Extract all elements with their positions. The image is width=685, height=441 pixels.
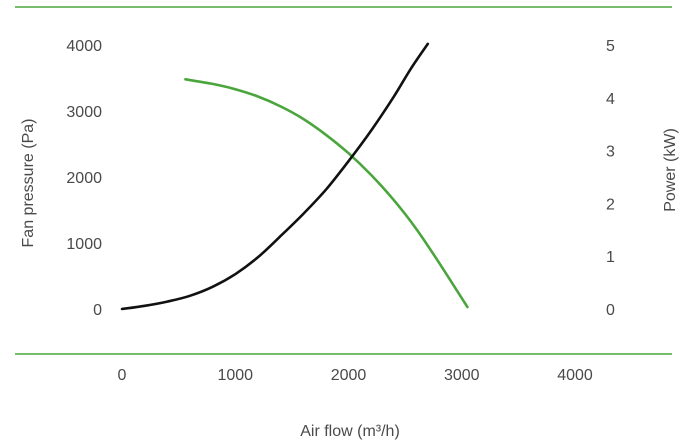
x-tick-label: 4000 — [557, 367, 593, 384]
y-left-tick-label: 3000 — [66, 104, 102, 121]
y-left-tick-label: 4000 — [66, 38, 102, 55]
series-group — [120, 42, 469, 311]
x-axis-ticks: 0 1000 2000 3000 4000 — [118, 367, 593, 384]
y-right-tick-label: 4 — [606, 91, 615, 108]
y-left-tick-label: 2000 — [66, 170, 102, 187]
x-tick-label: 2000 — [331, 367, 367, 384]
y-left-tick-label: 0 — [93, 302, 102, 319]
y-right-axis-ticks: 0 1 2 3 4 5 — [606, 38, 615, 319]
y-right-tick-label: 0 — [606, 302, 615, 319]
y-left-tick-label: 1000 — [66, 236, 102, 253]
y-right-tick-label: 5 — [606, 38, 615, 55]
y-right-tick-label: 1 — [606, 249, 615, 266]
y-left-axis-ticks: 0 1000 2000 3000 4000 — [66, 38, 102, 319]
pressure-curve-line — [184, 78, 469, 309]
x-axis-label: Air flow (m³/h) — [300, 423, 400, 440]
y-right-axis-label: Power (kW) — [662, 128, 679, 212]
y-right-tick-label: 3 — [606, 144, 615, 161]
x-tick-label: 1000 — [217, 367, 253, 384]
y-left-axis-label: Fan pressure (Pa) — [20, 119, 37, 248]
x-tick-label: 3000 — [444, 367, 480, 384]
y-right-tick-label: 2 — [606, 196, 615, 213]
x-tick-label: 0 — [118, 367, 127, 384]
power-curve-line — [120, 42, 430, 311]
